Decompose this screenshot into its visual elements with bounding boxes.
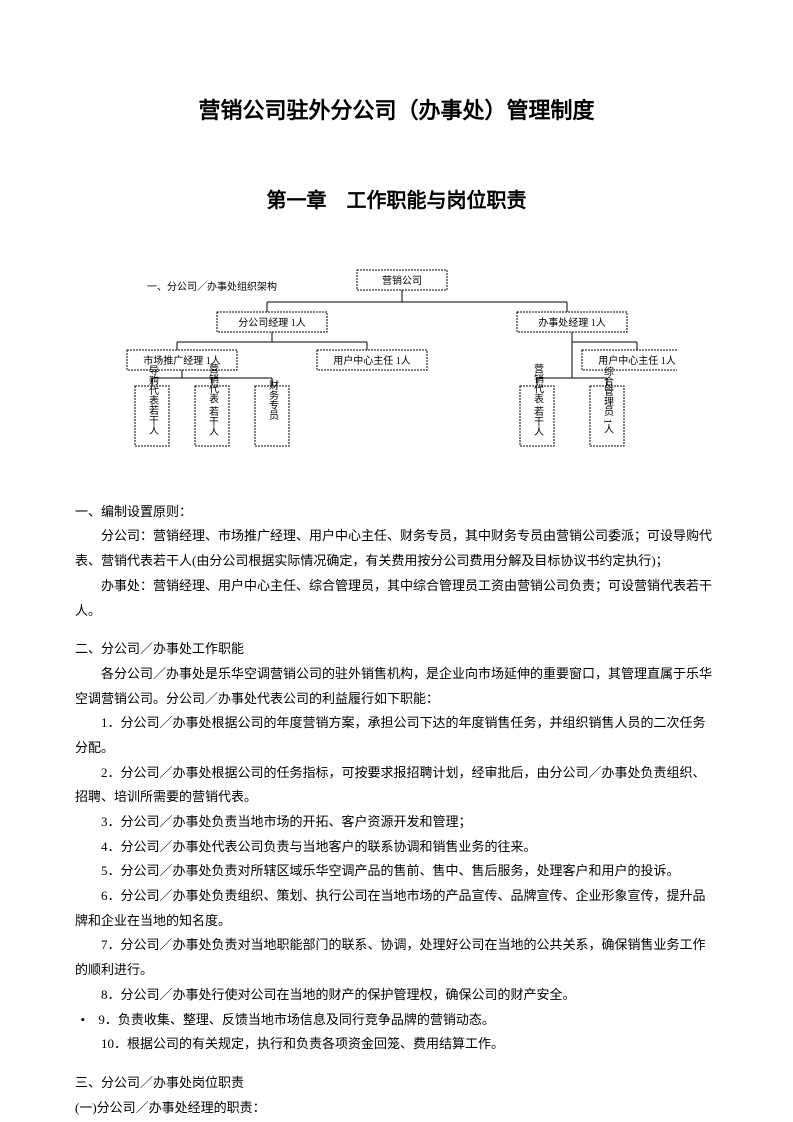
sec2-item-1: 1．分公司／办事处根据公司的年度营销方案，承担公司下达的年度销售任务，并组织销售…	[75, 711, 718, 760]
node-user-ctr2: 用户中心主任 1人	[598, 354, 676, 367]
document-title: 营销公司驻外分公司（办事处）管理制度	[75, 90, 718, 132]
chart-label: 一、分公司／办事处组织架构	[147, 280, 277, 293]
sec2-item-2: 2．分公司／办事处根据公司的任务指标，可按要求报招聘计划，经审批后，由分公司／办…	[75, 761, 718, 810]
sec2-item-4: 4．分公司／办事处代表公司负责与当地客户的联系协调和销售业务的往来。	[75, 835, 718, 860]
sec2-item-9-row: • 9．负责收集、整理、反馈当地市场信息及同行竞争品牌的营销动态。	[75, 1008, 718, 1033]
sec2-item-7: 7．分公司／办事处负责对当地职能部门的联系、协调，处理好公司在当地的公共关系，确…	[75, 933, 718, 982]
sec2-item-5: 5．分公司／办事处负责对所辖区域乐华空调产品的售前、售中、售后服务，处理客户和用…	[75, 859, 718, 884]
section-1-head: 一、编制设置原则：	[75, 500, 718, 525]
sec2-item-8: 8．分公司／办事处行使对公司在当地的财产的保护管理权，确保公司的财产安全。	[75, 983, 718, 1008]
node-sales2: 营销代表 若干人	[531, 362, 543, 436]
section-1-p1: 分公司：营销经理、市场推广经理、用户中心主任、财务专员，其中财务专员由营销公司委…	[75, 524, 718, 573]
node-user-ctr: 用户中心主任 1人	[333, 354, 411, 367]
node-purch: 导购代表若干人	[146, 365, 158, 435]
section-1-p2: 办事处：营销经理、用户中心主任、综合管理员，其中综合管理员工资由营销公司负责；可…	[75, 574, 718, 623]
node-root: 营销公司	[382, 274, 422, 287]
section-3-head: 三、分公司／办事处岗位职责	[75, 1071, 718, 1096]
section-2-intro: 各分公司／办事处是乐华空调营销公司的驻外销售机构，是企业向市场延伸的重要窗口，其…	[75, 662, 718, 711]
org-chart-svg: 一、分公司／办事处组织架构 营销公司 分公司经理 1人 办事处经理 1人 市场推…	[117, 260, 677, 460]
node-branch-mgr: 分公司经理 1人	[238, 316, 306, 329]
sec2-item-3: 3．分公司／办事处负责当地市场的开拓、客户资源开发和管理；	[75, 810, 718, 835]
node-admin: 综合管理员 1人	[601, 365, 613, 434]
node-fin: 财务专员	[266, 379, 278, 421]
sec2-item-9: 9．负责收集、整理、反馈当地市场信息及同行竞争品牌的营销动态。	[91, 1008, 718, 1033]
section-3-sub: (一)分公司／办事处经理的职责：	[75, 1096, 718, 1121]
org-chart: 一、分公司／办事处组织架构 营销公司 分公司经理 1人 办事处经理 1人 市场推…	[75, 260, 718, 460]
section-2-head: 二、分公司／办事处工作职能	[75, 637, 718, 662]
node-sales1: 营销代表 若干人	[206, 362, 218, 436]
chapter-title: 第一章 工作职能与岗位职责	[75, 182, 718, 220]
sec2-item-6: 6．分公司／办事处负责组织、策划、执行公司在当地市场的产品宣传、品牌宣传、企业形…	[75, 884, 718, 933]
sec2-item-10: 10．根据公司的有关规定，执行和负责各项资金回笼、费用结算工作。	[75, 1032, 718, 1057]
node-office-mgr: 办事处经理 1人	[538, 316, 606, 329]
bullet-icon: •	[75, 1008, 91, 1033]
